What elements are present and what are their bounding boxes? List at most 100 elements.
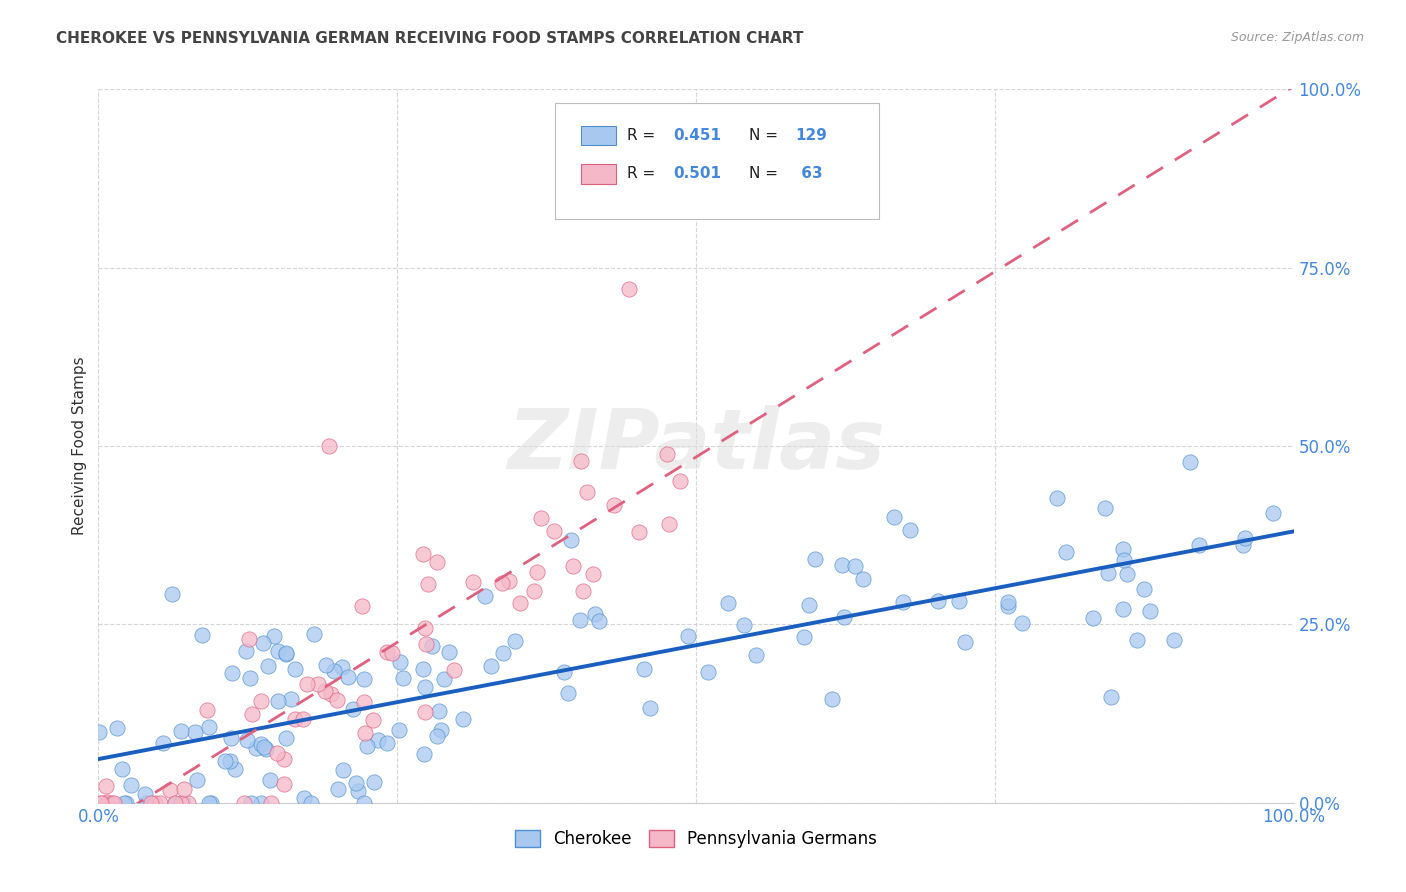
Point — [284, 662, 307, 676]
Text: 129: 129 — [796, 128, 828, 143]
Point — [89, 796, 111, 810]
Point — [572, 583, 595, 598]
Point — [350, 599, 373, 614]
Point — [149, 796, 172, 810]
Y-axis label: Receiving Food Stamps: Receiving Food Stamps — [72, 357, 87, 535]
Point — [274, 731, 297, 746]
Point — [297, 676, 319, 690]
Point — [280, 691, 302, 706]
Point — [1261, 507, 1284, 521]
Point — [344, 775, 367, 789]
Point — [1233, 531, 1256, 545]
Point — [353, 796, 375, 810]
Point — [413, 747, 436, 761]
Point — [948, 594, 970, 608]
Point — [793, 630, 815, 644]
Point — [87, 724, 110, 739]
Point — [553, 665, 575, 680]
Point — [267, 694, 290, 708]
Point — [479, 658, 502, 673]
Point — [803, 551, 825, 566]
Point — [509, 596, 531, 610]
Point — [332, 763, 354, 777]
Point — [997, 595, 1019, 609]
Point — [430, 723, 453, 738]
Point — [418, 577, 440, 591]
Point — [326, 693, 349, 707]
Point — [560, 533, 582, 547]
Point — [415, 621, 437, 635]
Point — [152, 736, 174, 750]
Point — [1178, 455, 1201, 469]
Point — [346, 784, 368, 798]
Point — [233, 796, 256, 810]
Point — [1011, 615, 1033, 630]
Point — [1094, 501, 1116, 516]
Point — [797, 599, 820, 613]
Point — [292, 712, 315, 726]
Point — [173, 782, 195, 797]
Point — [273, 752, 295, 766]
Point — [1126, 633, 1149, 648]
Point — [575, 485, 598, 500]
Point — [163, 796, 186, 810]
Point — [569, 613, 592, 627]
Point — [260, 796, 283, 810]
Point — [195, 703, 218, 717]
Point — [655, 447, 678, 461]
Point — [219, 731, 242, 745]
Point — [172, 796, 194, 810]
Point — [588, 614, 610, 628]
Point — [543, 524, 565, 538]
Point — [437, 645, 460, 659]
Point — [96, 795, 118, 809]
Point — [170, 796, 193, 810]
Point — [1046, 491, 1069, 506]
Point — [266, 747, 288, 761]
Point — [927, 594, 949, 608]
Point — [375, 644, 398, 658]
Text: 63: 63 — [796, 167, 823, 181]
Point — [236, 733, 259, 747]
Point — [1112, 542, 1135, 557]
Point — [361, 713, 384, 727]
Point — [443, 664, 465, 678]
Point — [413, 680, 436, 694]
Point — [617, 282, 640, 296]
Point — [314, 683, 336, 698]
Point — [170, 723, 193, 738]
Point — [134, 787, 156, 801]
Point — [1188, 538, 1211, 552]
Text: Source: ZipAtlas.com: Source: ZipAtlas.com — [1230, 31, 1364, 45]
Text: ZIPatlas: ZIPatlas — [508, 406, 884, 486]
Point — [557, 686, 579, 700]
Point — [474, 590, 496, 604]
Point — [274, 647, 297, 661]
Text: 0.451: 0.451 — [673, 128, 721, 143]
Point — [1232, 538, 1254, 552]
Point — [319, 687, 342, 701]
Point — [1112, 553, 1135, 567]
Point — [669, 474, 692, 488]
Point — [96, 796, 118, 810]
Point — [426, 729, 449, 743]
Text: CHEROKEE VS PENNSYLVANIA GERMAN RECEIVING FOOD STAMPS CORRELATION CHART: CHEROKEE VS PENNSYLVANIA GERMAN RECEIVIN… — [56, 31, 804, 46]
Point — [256, 658, 278, 673]
Point — [389, 655, 412, 669]
Point — [523, 583, 546, 598]
Point — [1163, 633, 1185, 648]
Point — [1083, 611, 1105, 625]
Point — [337, 670, 360, 684]
Point — [1115, 567, 1137, 582]
Point — [276, 647, 298, 661]
Point — [94, 779, 117, 793]
Point — [90, 796, 112, 810]
Text: N =: N = — [749, 167, 783, 181]
Point — [323, 664, 346, 678]
Point — [603, 498, 626, 512]
Point — [263, 629, 285, 643]
Point — [200, 796, 222, 810]
Point — [388, 723, 411, 738]
Point — [955, 635, 977, 649]
Point — [821, 691, 844, 706]
